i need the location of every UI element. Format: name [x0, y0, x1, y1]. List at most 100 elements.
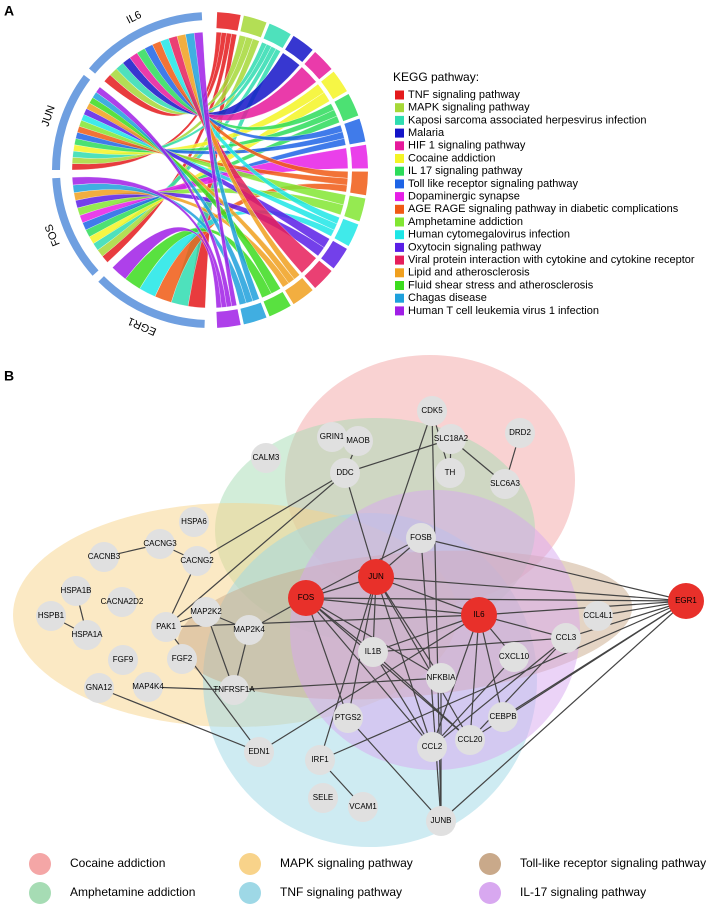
edge [420, 537, 687, 602]
node [358, 559, 394, 595]
legend-label: HIF 1 signaling pathway [408, 140, 526, 152]
legend-label: Amphetamine addiction [70, 885, 195, 899]
node-label: MAP2K4 [233, 625, 265, 634]
node [317, 422, 347, 452]
panel-label: A [4, 3, 14, 19]
legend-label: Cocaine addiction [408, 152, 495, 164]
node [461, 597, 497, 633]
edge [319, 576, 377, 761]
node [179, 507, 209, 537]
edge [372, 614, 480, 653]
pathway-arc [321, 71, 347, 100]
legend-label: Toll-like receptor signaling pathway [520, 856, 706, 870]
node-label: HSPA1A [72, 630, 104, 639]
node [167, 644, 197, 674]
node [72, 620, 102, 650]
legend-swatch [395, 128, 404, 138]
legend-swatch [395, 230, 404, 240]
node-label: MAP2K2 [190, 607, 222, 616]
edge [440, 600, 687, 822]
node-label: IL1B [365, 647, 381, 656]
node-label: CCL4L1 [583, 611, 613, 620]
pathway-arc [350, 171, 368, 196]
node [330, 458, 360, 488]
node [343, 426, 373, 456]
panel-label: B [4, 368, 14, 384]
pathway-arc [334, 218, 359, 246]
edge [344, 438, 452, 474]
node [668, 583, 704, 619]
node [89, 542, 119, 572]
edge [372, 651, 433, 748]
edge [431, 656, 515, 748]
ribbon [136, 48, 335, 131]
legend-swatch [395, 268, 404, 278]
edge [319, 600, 687, 761]
node [107, 587, 137, 617]
ribbon [83, 108, 330, 248]
gene-arc [52, 177, 99, 276]
legend-label: Toll like receptor signaling pathway [408, 178, 578, 190]
ribbon [152, 41, 349, 179]
legend-swatch [395, 255, 404, 265]
pathway-arc [240, 15, 267, 38]
node-label: EDN1 [248, 747, 270, 756]
legend-swatch [395, 204, 404, 214]
node-label: CCL3 [556, 633, 577, 642]
node [583, 601, 613, 631]
node-label: MAP4K4 [132, 682, 164, 691]
node-label: PTGS2 [335, 713, 362, 722]
node-label: TNFRSF1A [213, 685, 255, 694]
legend-swatch [395, 179, 404, 189]
edge [375, 576, 471, 741]
node-label: CDK5 [421, 406, 443, 415]
node-label: PAK1 [156, 622, 176, 631]
node [348, 792, 378, 822]
legend-swatch [479, 882, 501, 904]
node [406, 523, 436, 553]
ribbon [176, 34, 300, 280]
edge [305, 597, 349, 719]
legend-swatch [29, 882, 51, 904]
legend-label: IL 17 signaling pathway [408, 165, 523, 177]
legend-label: Malaria [408, 127, 445, 139]
legend-swatch [395, 281, 404, 290]
ribbon [144, 44, 343, 142]
node [333, 703, 363, 733]
legend-swatch [239, 882, 261, 904]
ribbon [92, 91, 254, 304]
legend-swatch [395, 90, 404, 100]
node-label: SLC6A3 [490, 479, 520, 488]
edge [478, 600, 687, 616]
node-label: VCAM1 [349, 802, 377, 811]
legend-label: IL-17 signaling pathway [520, 885, 646, 899]
edge [305, 597, 480, 616]
node [219, 675, 249, 705]
node [426, 663, 456, 693]
legend-swatch [29, 853, 51, 875]
ribbon [72, 44, 272, 159]
ribbon [102, 32, 232, 263]
legend-label: Chagas disease [408, 292, 487, 304]
legend-swatch [395, 217, 404, 227]
ribbon [95, 86, 232, 308]
pathway-arc [263, 23, 291, 48]
pathway-arc [304, 260, 332, 288]
pathway-arc [334, 94, 359, 122]
legend-label: Human cytomegalovirus infection [408, 229, 570, 241]
node [435, 458, 465, 488]
gene-label: JUN [40, 104, 58, 128]
legend-label: TNF signaling pathway [280, 885, 402, 899]
legend-label: Oxytocin signaling pathway [408, 241, 542, 253]
pathway-arc [240, 302, 267, 325]
edge [375, 410, 433, 578]
pathway-arc [216, 12, 241, 31]
edge [375, 576, 442, 679]
node [417, 732, 447, 762]
gene-arc [98, 276, 205, 328]
node [488, 702, 518, 732]
legend-label: Kaposi sarcoma associated herpesvirus in… [408, 114, 646, 126]
legend-label: AGE RAGE signaling pathway in diabetic c… [408, 203, 679, 215]
node-label: JUNB [431, 816, 452, 825]
legend-swatch [239, 853, 261, 875]
